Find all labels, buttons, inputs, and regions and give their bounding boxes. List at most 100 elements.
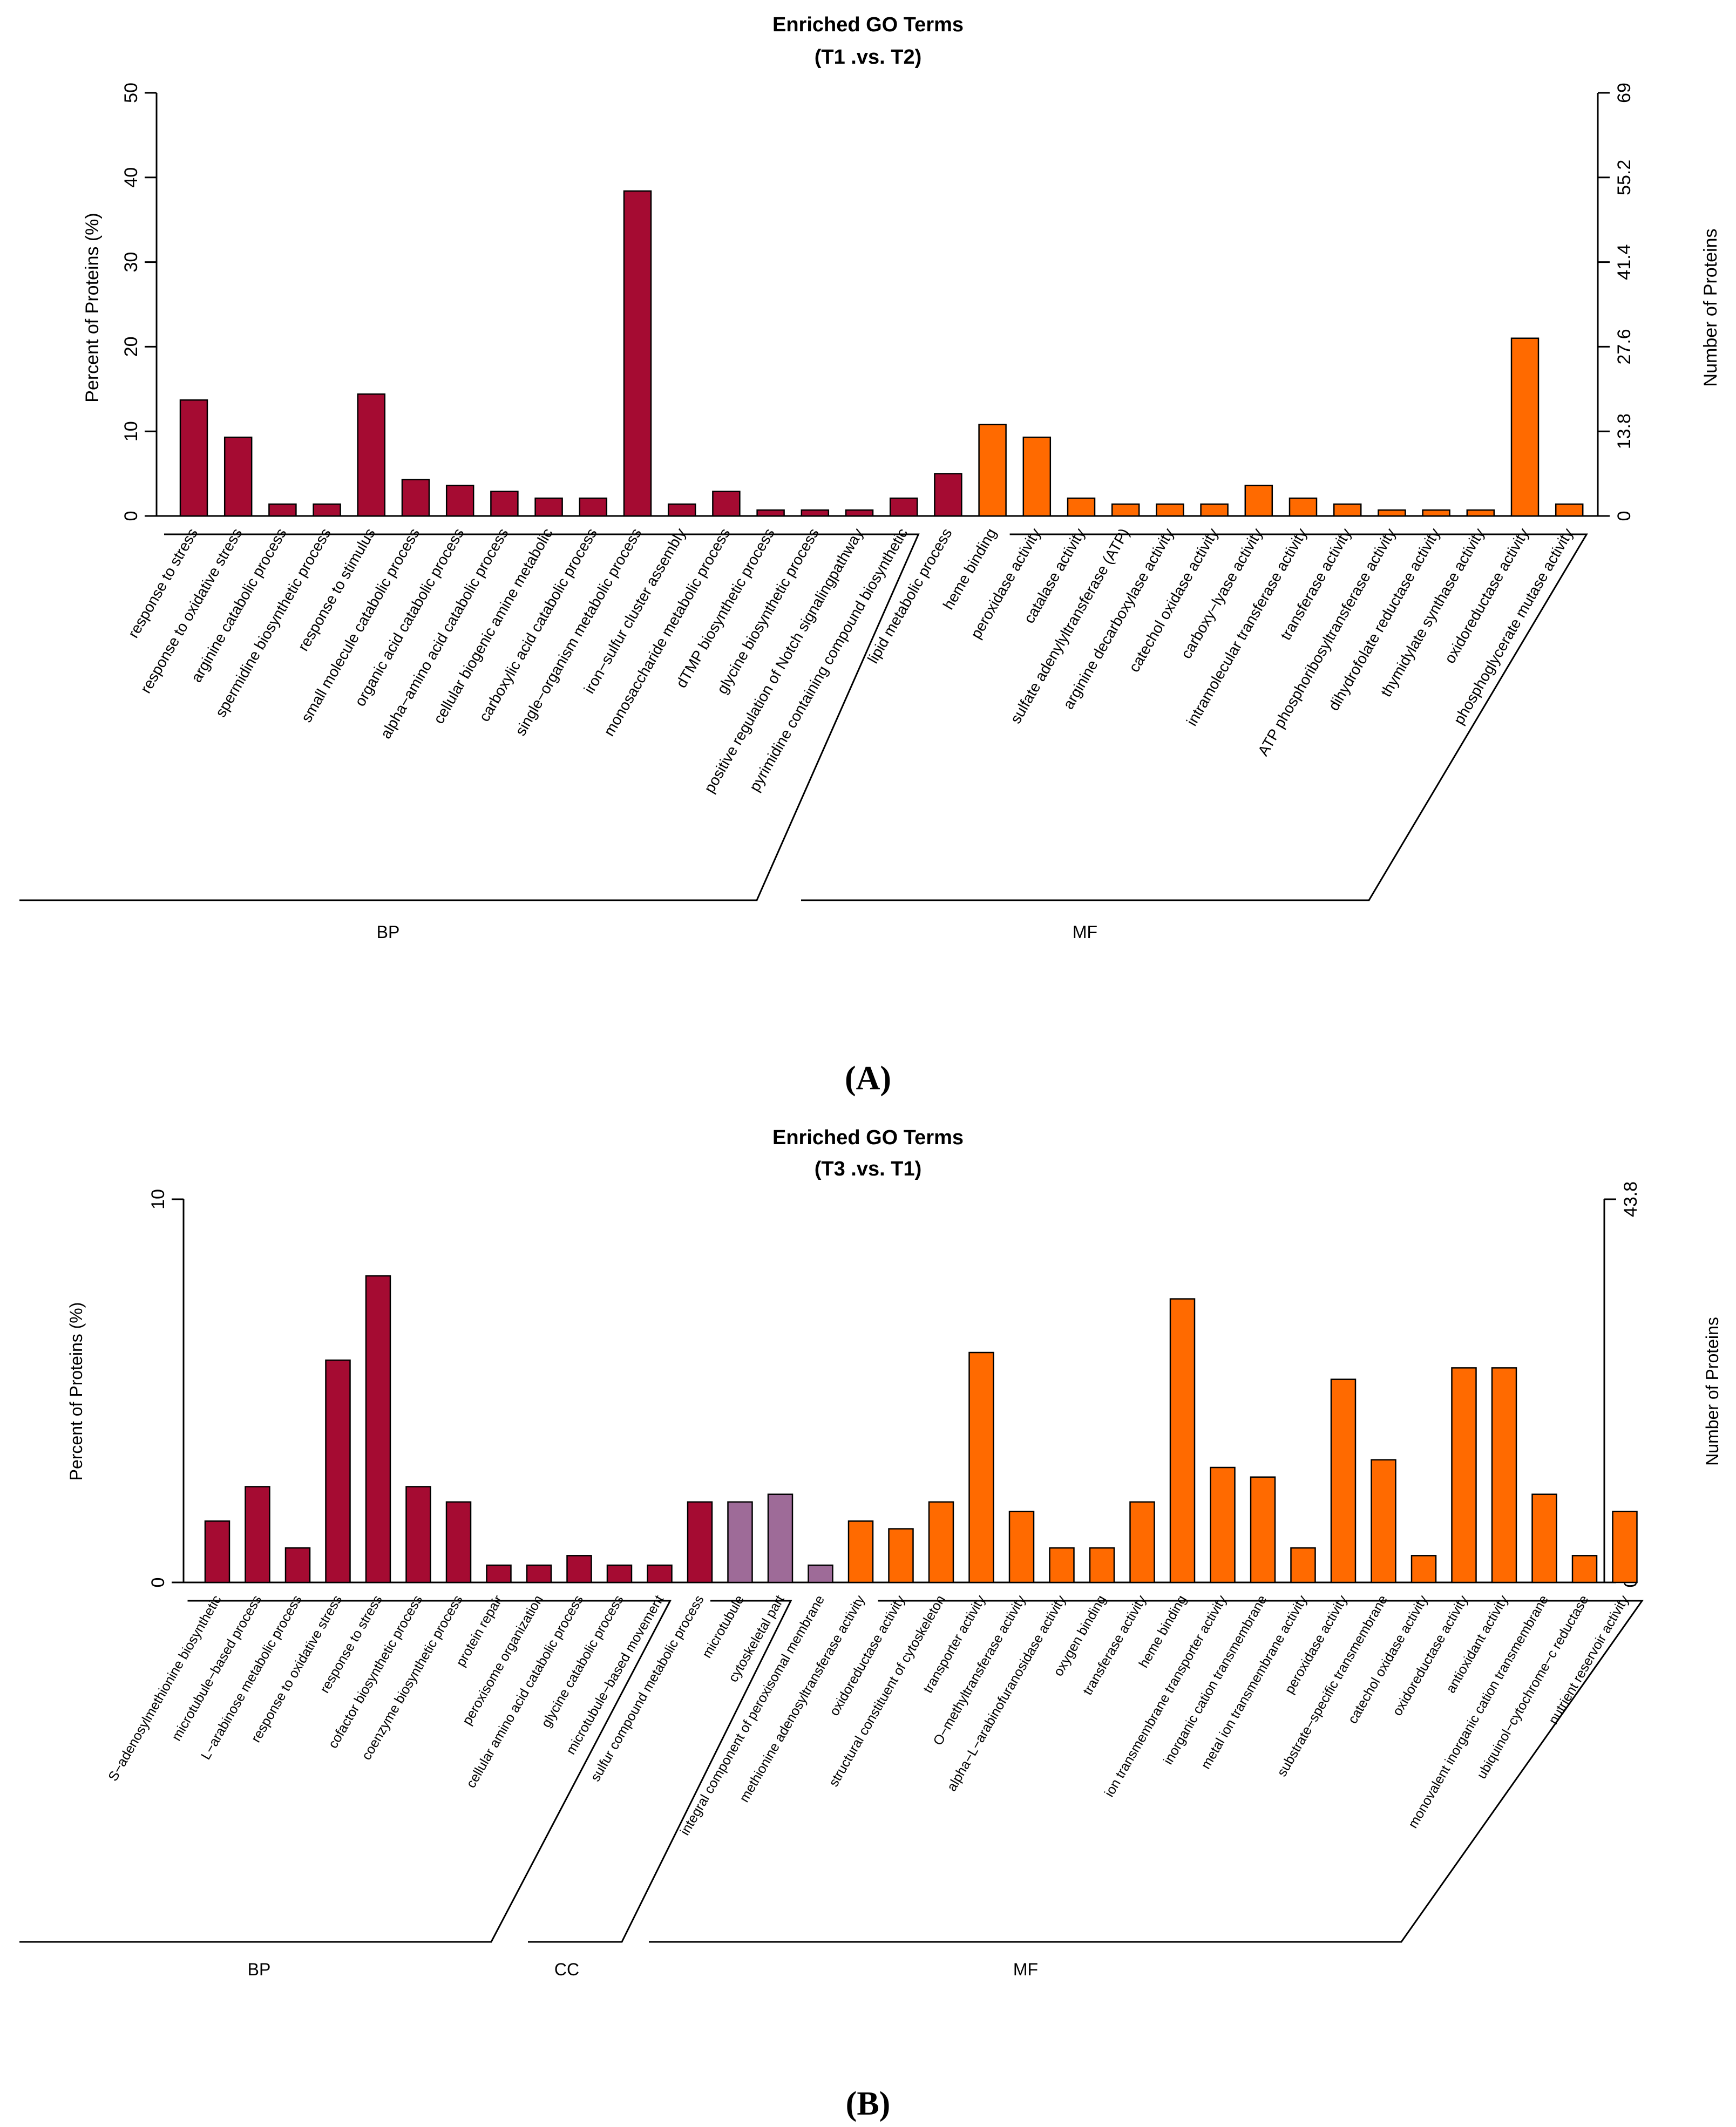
bar xyxy=(623,190,652,517)
y-tick-label-right: 41.4 xyxy=(1614,244,1635,280)
bar xyxy=(934,473,962,517)
chart-panel-a: Enriched GO Terms (T1 .vs. T2) Percent o… xyxy=(19,13,1721,1097)
bar xyxy=(223,436,253,517)
bar xyxy=(1169,1298,1196,1584)
bar xyxy=(179,399,208,517)
bar xyxy=(1210,1466,1236,1584)
category-label: nutrient reservoir activity xyxy=(1545,1593,1632,1727)
y-axis-label-left: Percent of Proteins (%) xyxy=(66,1302,86,1481)
group-bracket xyxy=(19,533,920,901)
bar xyxy=(888,1528,914,1584)
group-label: MF xyxy=(1013,1960,1038,1979)
bar xyxy=(490,491,519,517)
bar xyxy=(687,1501,713,1584)
group-label: BP xyxy=(248,1960,271,1979)
bar xyxy=(647,1564,673,1584)
bar xyxy=(1612,1511,1638,1584)
group-bracket xyxy=(801,533,1588,901)
bar xyxy=(284,1547,311,1584)
bar xyxy=(1067,497,1096,517)
bar xyxy=(1410,1555,1437,1584)
bar xyxy=(445,1501,472,1584)
bar xyxy=(756,509,785,517)
category-label: lipid metabolic process xyxy=(864,526,955,667)
y-tick-label-right: 43.8 xyxy=(1620,1181,1641,1217)
category-label: oxidoreductase activity xyxy=(1389,1593,1471,1718)
bar xyxy=(357,393,386,517)
bar xyxy=(1531,1493,1557,1584)
bar xyxy=(978,424,1007,517)
bar xyxy=(968,1351,994,1584)
group-bracket xyxy=(649,1600,1644,1943)
bar xyxy=(445,485,474,517)
y-tick-label-left: 10 xyxy=(121,421,141,441)
chart-subtitle: (T1 .vs. T2) xyxy=(815,46,922,69)
bar xyxy=(667,503,696,517)
bar xyxy=(313,503,341,517)
bar xyxy=(1049,1547,1075,1584)
group-label: CC xyxy=(554,1960,579,1979)
panel-label: (B) xyxy=(846,2085,891,2122)
category-label: integral component of peroxisomal membra… xyxy=(677,1593,828,1838)
bar xyxy=(847,1520,874,1584)
category-label: microtubule xyxy=(699,1593,747,1661)
bar xyxy=(1156,503,1184,517)
y-tick-label-left: 0 xyxy=(121,511,141,521)
y-tick-label-right: 55.2 xyxy=(1614,160,1635,195)
bar xyxy=(1289,497,1318,517)
category-label: peroxisome organization xyxy=(459,1593,546,1728)
bar xyxy=(767,1493,794,1584)
y-tick-label-right: 69 xyxy=(1614,83,1635,103)
bar xyxy=(808,1564,833,1584)
y-tick-label-right: 13.8 xyxy=(1614,413,1635,449)
y-tick-label-left: 20 xyxy=(121,336,141,357)
y-axis-label-left: Percent of Proteins (%) xyxy=(82,213,103,402)
bar xyxy=(1290,1547,1316,1584)
bar xyxy=(1333,503,1362,517)
bar xyxy=(845,509,874,517)
bar xyxy=(1330,1378,1357,1584)
panel-label: (A) xyxy=(845,1060,891,1097)
group-bracket xyxy=(528,1600,792,1943)
bar xyxy=(1491,1367,1517,1584)
bar xyxy=(1451,1367,1477,1584)
bar xyxy=(1250,1476,1276,1584)
bar xyxy=(1422,509,1450,517)
y-tick-label-left: 50 xyxy=(121,83,141,103)
bar xyxy=(1571,1555,1598,1584)
bar xyxy=(1466,509,1495,517)
bar xyxy=(1555,503,1584,517)
bar xyxy=(1022,436,1052,517)
bar xyxy=(268,503,297,517)
bar xyxy=(365,1275,391,1584)
category-label: carboxy−lyase activity xyxy=(1178,526,1266,662)
bar xyxy=(401,479,430,517)
bar xyxy=(204,1520,230,1584)
y-tick-label-right: 0 xyxy=(1614,511,1635,521)
group-label: BP xyxy=(377,922,400,942)
group-bracket xyxy=(19,1600,672,1943)
category-label: oxidoreductase activity xyxy=(826,1593,908,1718)
y-tick-label-left: 0 xyxy=(148,1578,168,1588)
bar xyxy=(1510,337,1540,517)
y-tick-label-left: 10 xyxy=(148,1189,168,1209)
y-tick-label-left: 40 xyxy=(121,167,141,188)
bar xyxy=(1111,503,1140,517)
bar xyxy=(245,1486,270,1584)
bar xyxy=(928,1501,954,1584)
bar xyxy=(1378,509,1406,517)
y-tick-label-right: 27.6 xyxy=(1614,329,1635,364)
bar xyxy=(1089,1547,1115,1584)
y-axis-label-right: Number of Proteins xyxy=(1703,1317,1722,1466)
bar xyxy=(579,497,608,517)
category-label: response to stimulus xyxy=(295,526,378,654)
chart-panel-b: Enriched GO Terms (T3 .vs. T1) Percent o… xyxy=(19,1126,1722,2122)
category-label: catechol oxidase activity xyxy=(1345,1593,1431,1727)
bar xyxy=(727,1501,753,1584)
bar xyxy=(1008,1511,1035,1584)
bar xyxy=(1129,1501,1155,1584)
bar xyxy=(534,497,563,517)
y-tick-label-left: 30 xyxy=(121,252,141,273)
bar xyxy=(606,1564,633,1584)
